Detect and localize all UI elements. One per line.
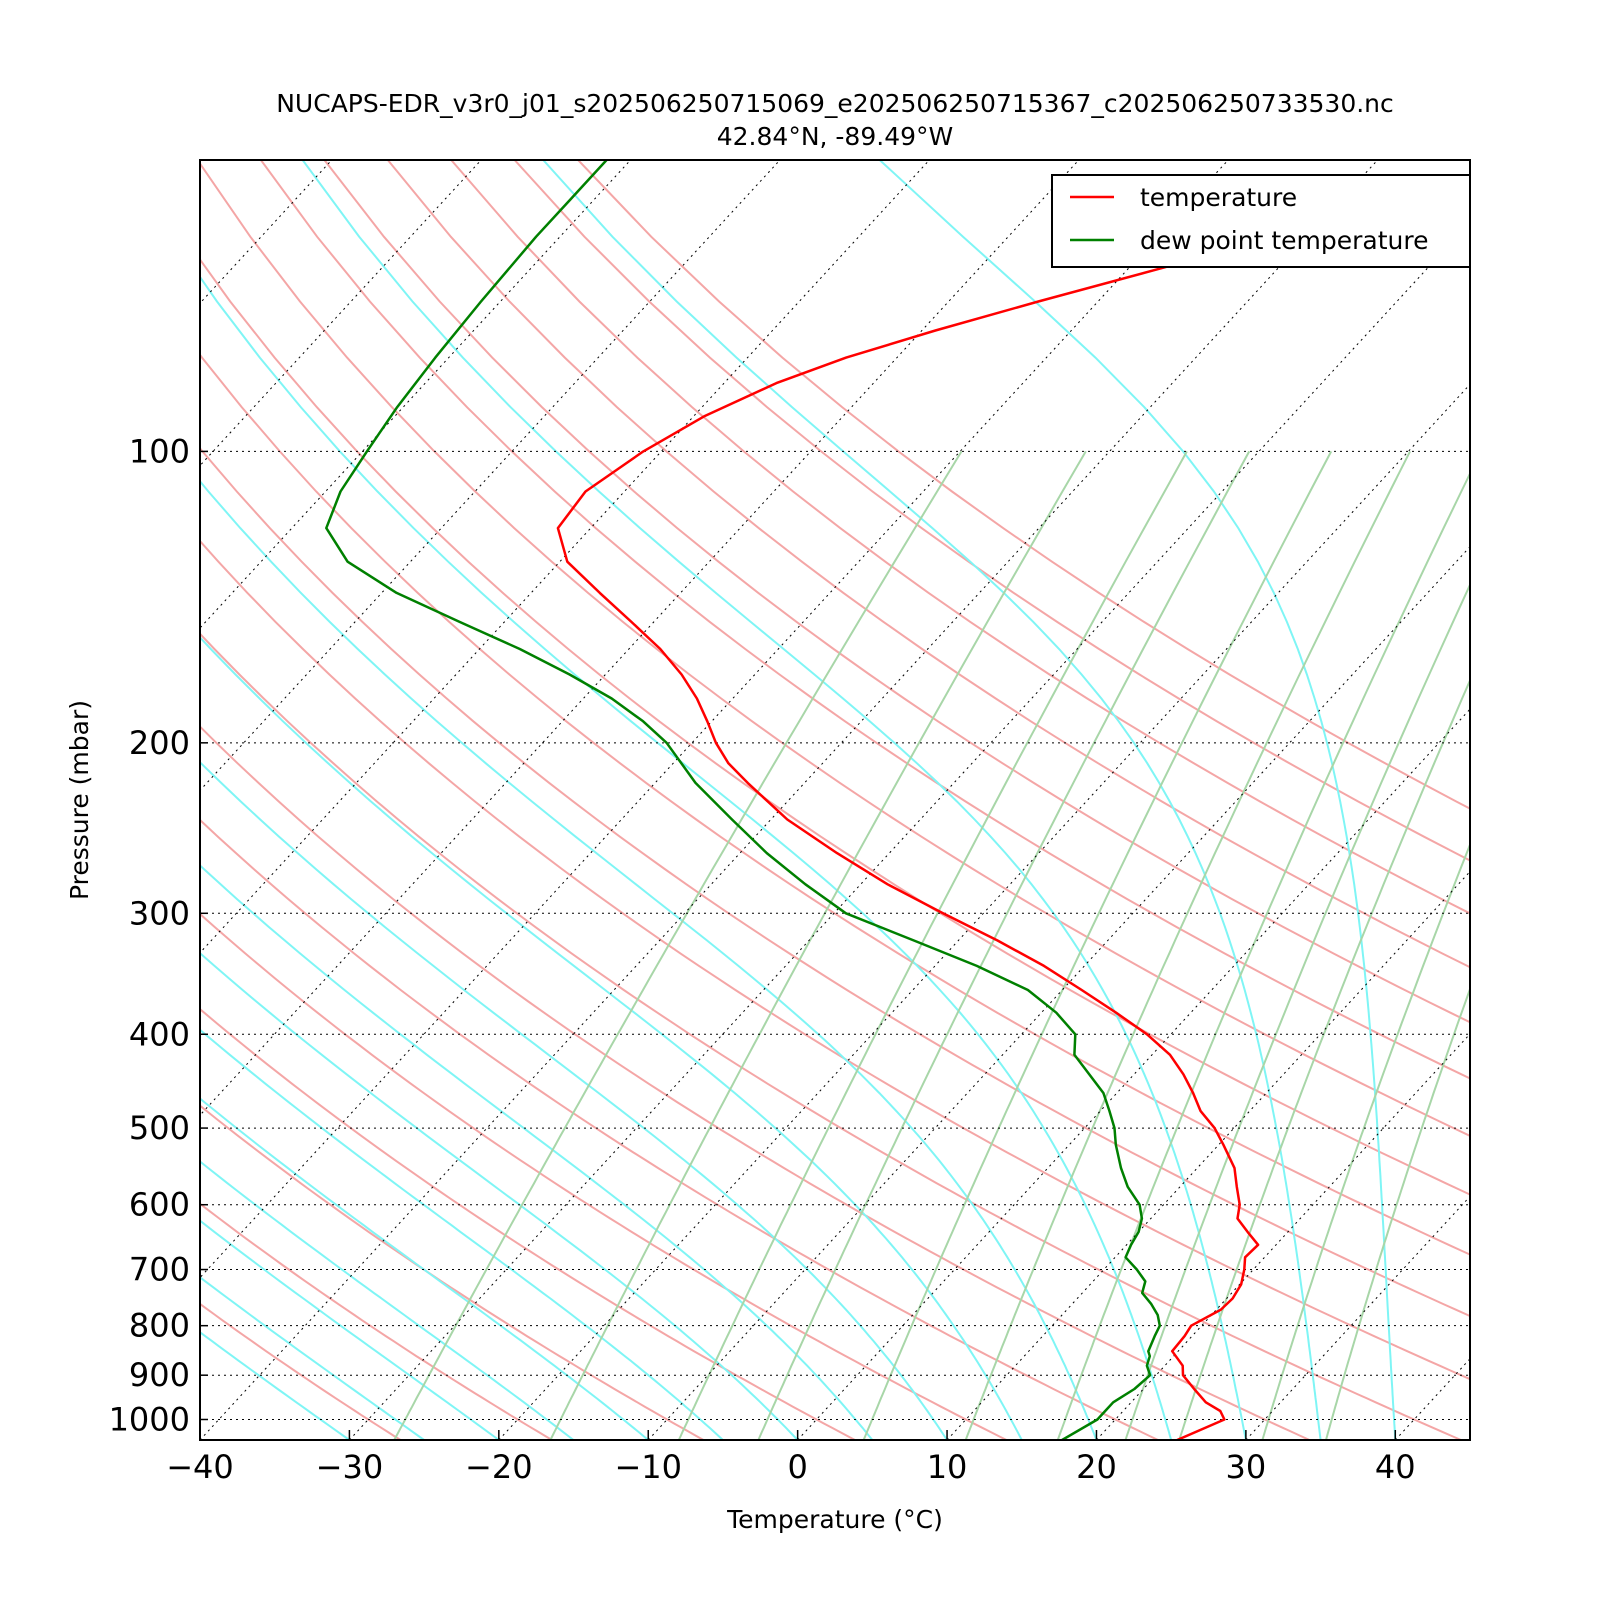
isotherm-line [200, 160, 1080, 1116]
legend: temperature dew point temperature [1051, 174, 1471, 268]
dry-adiabat-line [200, 912, 1007, 1440]
y-tick-label: 700 [129, 1251, 190, 1289]
moist-adiabat-line [200, 1276, 425, 1440]
mixing-ratio-line [1178, 677, 1470, 1440]
moist-adiabat-line [200, 635, 1023, 1440]
y-tick-label: 800 [129, 1307, 190, 1345]
dry-adiabat-line [200, 818, 1159, 1440]
isotherm-line [1096, 1033, 1470, 1440]
mixing-ratio-lines [393, 450, 1470, 1440]
moist-adiabat-line [200, 275, 1173, 1440]
mixing-ratio-line [757, 450, 1251, 1440]
dry-adiabat-line [577, 160, 1470, 810]
dewpoint-series-line [325, 160, 1162, 1440]
isotherm-line [200, 160, 1378, 1440]
isotherm-line [498, 383, 1470, 1440]
y-tick-label: 200 [129, 724, 190, 762]
isotherm-line [0, 160, 33, 1440]
x-tick-label: −30 [316, 1448, 384, 1486]
isotherm-line [1245, 1195, 1470, 1440]
x-tick-label: 30 [1226, 1448, 1267, 1486]
dry-adiabat-line [200, 161, 1470, 1137]
mixing-ratio-line [1056, 471, 1470, 1440]
isotherm-line [200, 160, 631, 629]
y-axis-label: Pressure (mbar) [65, 700, 94, 900]
legend-label-temperature: temperature [1140, 183, 1297, 212]
moist-adiabats [200, 160, 1397, 1440]
y-tick-label: 300 [129, 894, 190, 932]
dry-adiabat-line [200, 1104, 704, 1440]
x-tick-label: 0 [787, 1448, 807, 1486]
moist-adiabat-line [200, 1028, 724, 1440]
dry-adiabat-line [200, 632, 1462, 1440]
dry-adiabat-line [323, 160, 1470, 1024]
dry-adiabat-line [260, 160, 1470, 1080]
moist-adiabat-line [301, 160, 1247, 1440]
moist-adiabat-line [200, 479, 1098, 1440]
y-tick-label: 600 [129, 1186, 190, 1224]
x-tick-label: −10 [614, 1448, 682, 1486]
dry-adiabat-line [513, 160, 1470, 862]
moist-adiabat-line [542, 160, 1322, 1440]
isotherm-line [1394, 1358, 1470, 1440]
isotherm-line [200, 160, 781, 792]
y-tick-label: 500 [129, 1109, 190, 1147]
dry-adiabat-line [387, 160, 1470, 969]
dry-adiabat-line [200, 1007, 856, 1440]
legend-label-dewpoint: dew point temperature [1140, 226, 1429, 255]
isotherm-line [349, 221, 1470, 1440]
mixing-ratio-line [1325, 986, 1470, 1440]
moist-adiabat-line [879, 160, 1397, 1440]
moist-adiabat-line [200, 1219, 500, 1440]
dry-adiabat-line [450, 160, 1470, 915]
mixing-ratio-line [677, 450, 1188, 1440]
dry-adiabat-line [200, 257, 1470, 1196]
pressure-grid [200, 450, 1470, 1420]
isotherm-grid [0, 160, 1600, 1440]
legend-box [1051, 174, 1471, 268]
isotherm-line [647, 546, 1470, 1440]
mixing-ratio-line [1261, 842, 1470, 1440]
isotherm-line [946, 870, 1470, 1440]
plot-frame [199, 159, 1471, 1441]
dry-adiabat-line [200, 725, 1310, 1440]
x-tick-label: 20 [1076, 1448, 1117, 1486]
dry-adiabat-line [200, 353, 1470, 1256]
x-axis-label: Temperature (°C) [726, 1505, 943, 1534]
mixing-ratio-line [1124, 582, 1470, 1440]
chart-title: NUCAPS-EDR_v3r0_j01_s202506250715069_e20… [276, 89, 1394, 118]
moist-adiabat-line [200, 1331, 350, 1440]
dry-adiabats [200, 160, 1470, 1440]
mixing-ratio-line [549, 450, 1087, 1440]
moist-adiabat-line [200, 951, 799, 1440]
x-axis-ticks: −40 −30 −20 −10 0 10 20 30 40 [166, 1430, 1416, 1486]
dry-adiabat-line [200, 539, 1470, 1381]
mixing-ratio-line [862, 450, 1333, 1440]
temperature-series-line [556, 180, 1470, 1440]
x-tick-label: 10 [927, 1448, 968, 1486]
x-tick-label: −20 [465, 1448, 533, 1486]
moist-adiabat-line [200, 864, 874, 1440]
y-axis-ticks: 100 200 300 400 500 600 700 800 900 1000 [109, 432, 208, 1438]
isotherm-line [200, 160, 333, 304]
plot-area [0, 160, 1600, 1440]
chart-subtitle: 42.84°N, -89.49°W [717, 122, 953, 151]
x-tick-label: −40 [166, 1448, 234, 1486]
y-tick-label: 900 [129, 1356, 190, 1394]
x-tick-label: 40 [1375, 1448, 1416, 1486]
y-tick-label: 100 [129, 432, 190, 470]
isotherm-line [200, 160, 1229, 1279]
moist-adiabat-line [200, 1097, 649, 1440]
y-tick-label: 400 [129, 1015, 190, 1053]
series-lines [325, 160, 1470, 1440]
moist-adiabat-line [200, 1160, 575, 1440]
isotherm-line [797, 708, 1470, 1440]
mixing-ratio-line [393, 450, 963, 1440]
y-tick-label: 1000 [109, 1400, 190, 1438]
dry-adiabat-line [200, 1302, 402, 1440]
isotherm-line [1545, 160, 1600, 1440]
dry-adiabat-line [200, 446, 1470, 1318]
mixing-ratio-line [964, 450, 1411, 1440]
